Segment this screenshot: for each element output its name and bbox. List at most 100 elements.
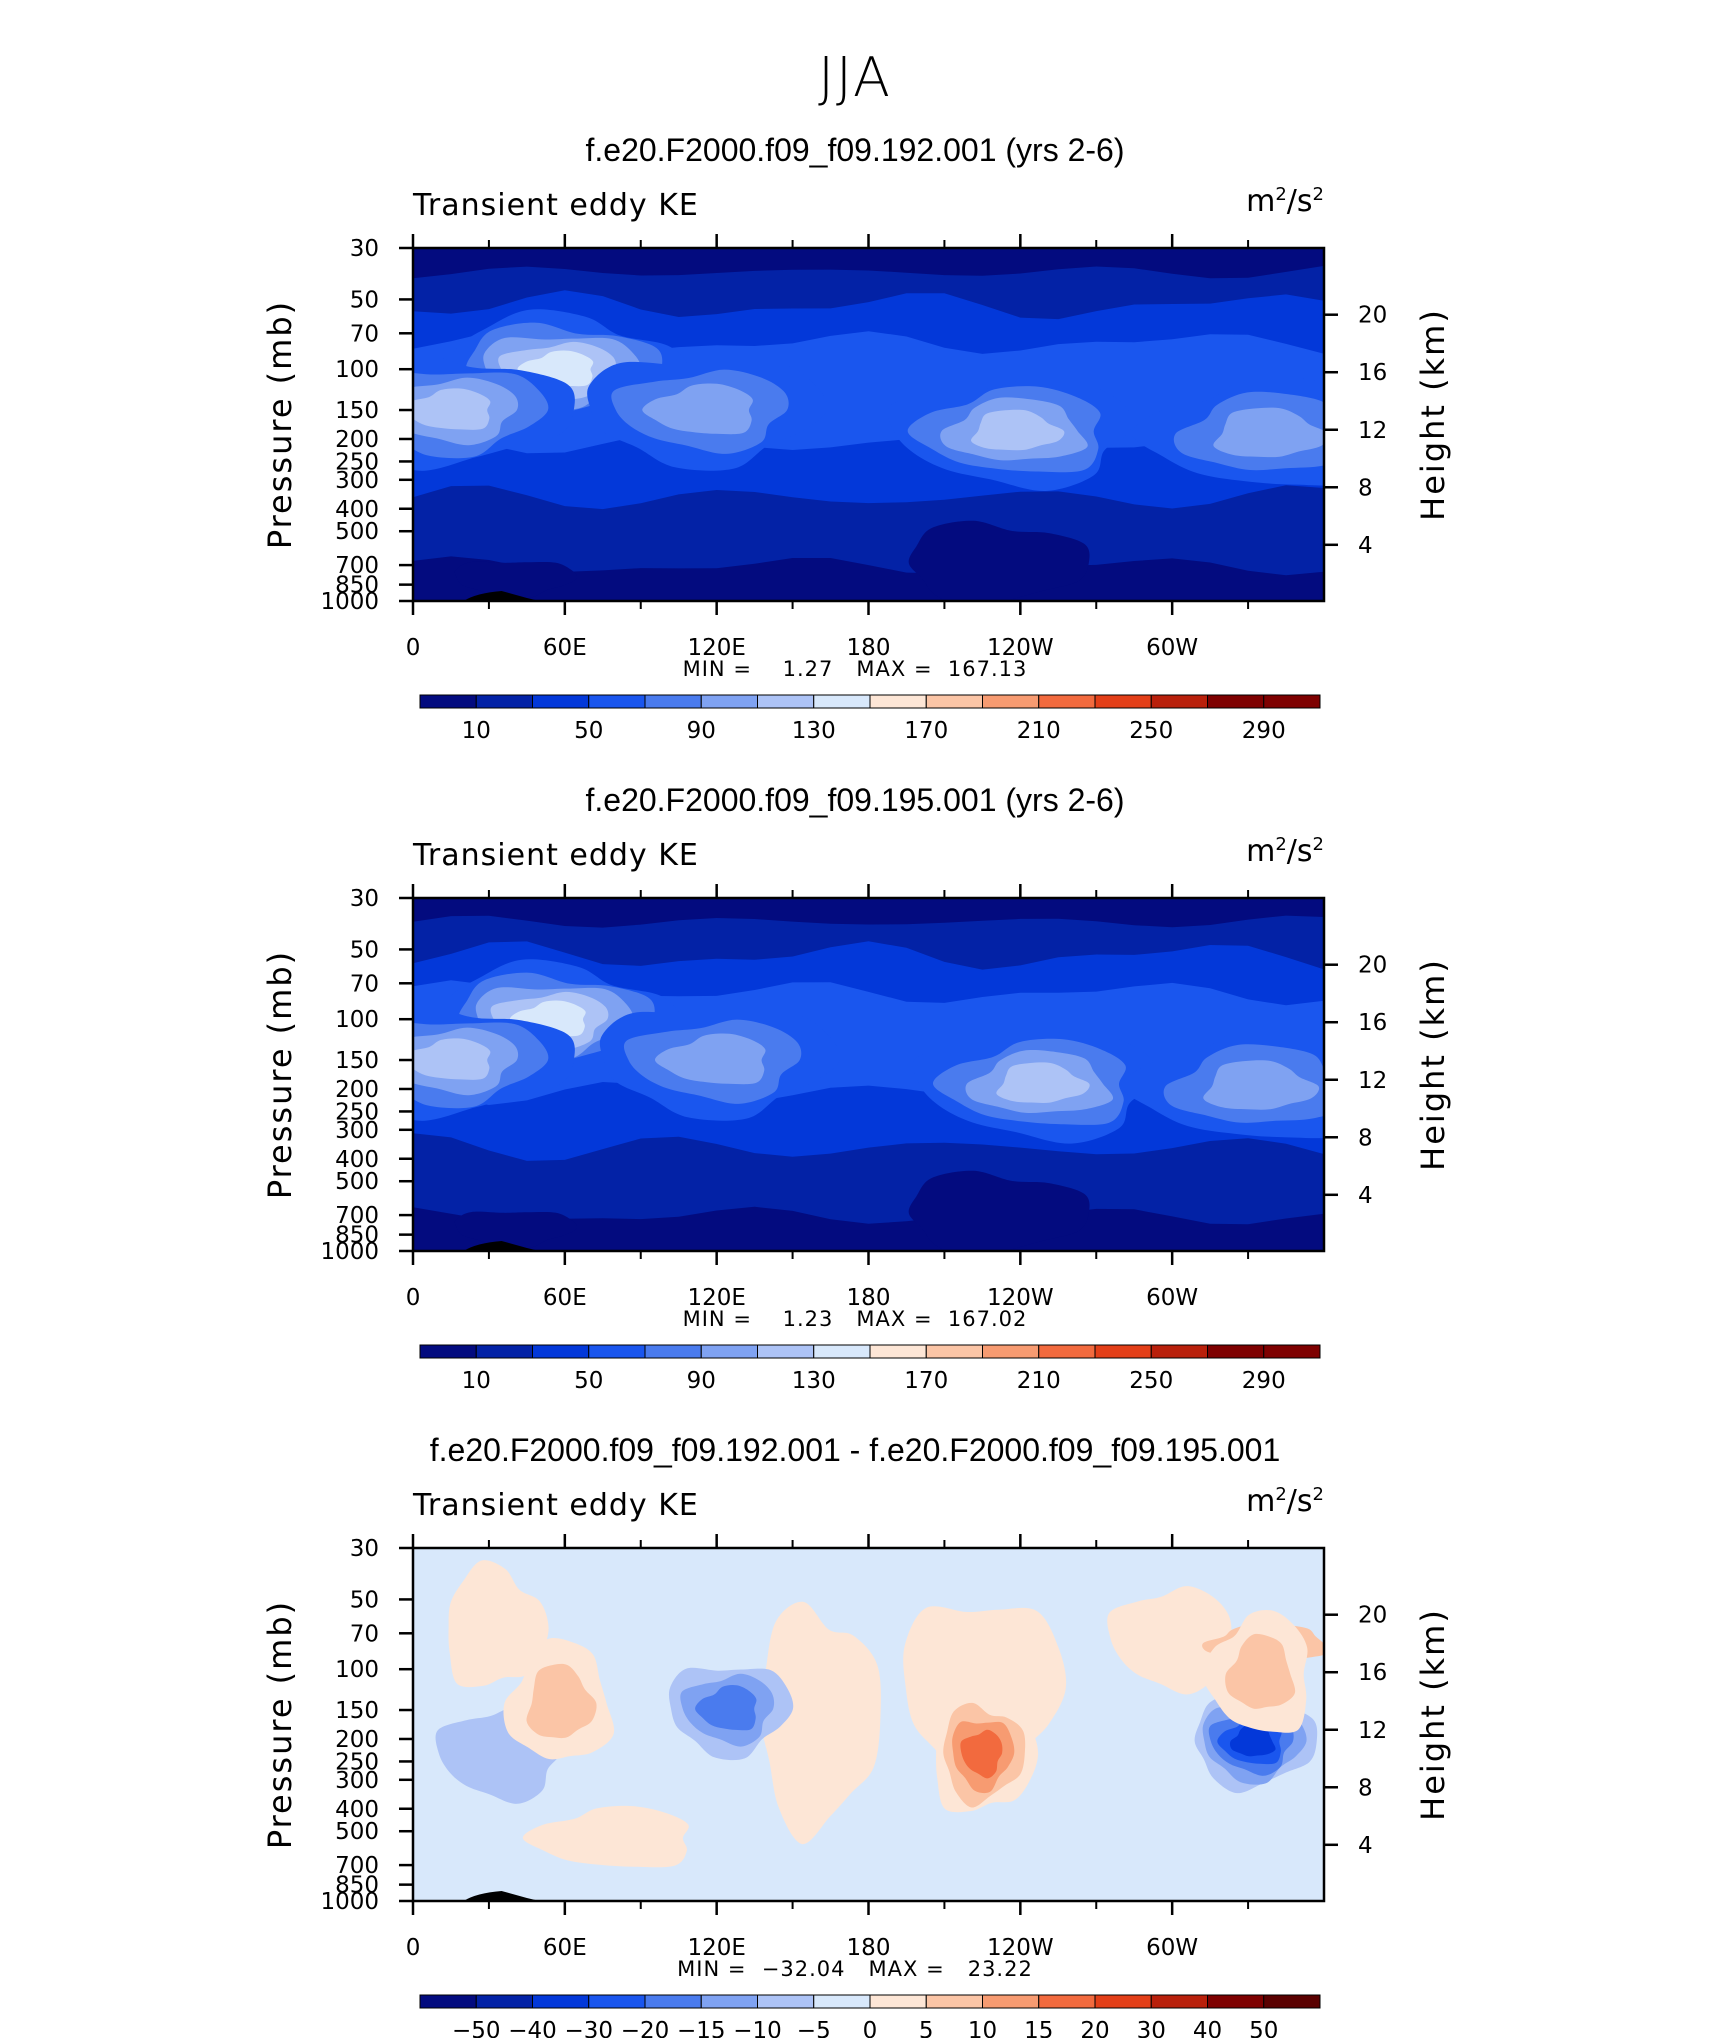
colorbar-box bbox=[869, 1344, 927, 1359]
figure-suptitle: JJA bbox=[818, 46, 892, 109]
colorbar-box bbox=[757, 1344, 815, 1359]
colorbar-box bbox=[982, 1344, 1040, 1359]
x-tick-label: 0 bbox=[406, 635, 421, 661]
y-right-tick-label: 8 bbox=[1358, 1775, 1373, 1801]
y-tick-label: 100 bbox=[335, 1657, 379, 1683]
colorbar-label: 0 bbox=[863, 2018, 878, 2038]
colorbar-box bbox=[1094, 1994, 1152, 2009]
x-tick-label: 60E bbox=[543, 635, 587, 661]
contour-fill bbox=[448, 1560, 549, 1688]
y-tick-label: 850 bbox=[335, 1873, 379, 1899]
topography bbox=[463, 1241, 540, 1251]
colorbar: 10 50 90 130 170 210 250 290 bbox=[419, 694, 1321, 744]
contour-fill bbox=[454, 1211, 578, 1249]
y-tick-label: 70 bbox=[350, 971, 379, 997]
colorbar-box bbox=[757, 1994, 815, 2009]
y-tick-label: 70 bbox=[350, 1621, 379, 1647]
y-right-tick-label: 16 bbox=[1358, 1660, 1387, 1686]
panel-title: f.e20.F2000.f09_f09.192.001 - f.e20.F200… bbox=[429, 1432, 1281, 1468]
x-tick-label: 60W bbox=[1146, 635, 1198, 661]
variable-label: Transient eddy KE bbox=[413, 188, 699, 223]
x-tick-label: 180 bbox=[847, 635, 891, 661]
colorbar-label: 50 bbox=[574, 1368, 603, 1394]
y-tick-label: 400 bbox=[335, 1797, 379, 1823]
x-tick-label: 60W bbox=[1146, 1935, 1198, 1961]
y-tick-label: 300 bbox=[335, 1768, 379, 1794]
y-right-axis-label: Height (km) bbox=[1414, 958, 1452, 1171]
colorbar: −50 −40 −30 −20 −15 −10 −5 0 5 10 15 20 30 40 50 bbox=[419, 1994, 1321, 2038]
y-tick-label: 700 bbox=[335, 553, 379, 579]
y-right-tick-label: 8 bbox=[1358, 1125, 1373, 1151]
colorbar-box bbox=[700, 1344, 758, 1359]
colorbar-label: 130 bbox=[792, 1368, 836, 1394]
units-label: m2/s2 bbox=[1246, 834, 1324, 869]
contour-fill bbox=[413, 898, 1324, 928]
x-tick-label: 120E bbox=[687, 1935, 745, 1961]
x-tick-label: 60E bbox=[543, 1285, 587, 1311]
data-feature bbox=[1213, 407, 1324, 458]
x-tick-label: 120W bbox=[987, 635, 1054, 661]
contour-fill bbox=[413, 248, 1324, 279]
y-tick-label: 150 bbox=[335, 1048, 379, 1074]
colorbar-box bbox=[700, 1994, 758, 2009]
y-tick-label: 400 bbox=[335, 1147, 379, 1173]
y-right-tick-label: 20 bbox=[1358, 303, 1387, 329]
colorbar-label: 20 bbox=[1080, 2018, 1109, 2038]
contour-field bbox=[413, 248, 1324, 601]
colorbar-box bbox=[419, 1994, 477, 2009]
colorbar-label: 90 bbox=[687, 1368, 716, 1394]
y-tick-label: 300 bbox=[335, 468, 379, 494]
data-feature bbox=[1229, 1724, 1276, 1757]
y-tick-label: 50 bbox=[350, 287, 379, 313]
y-right-tick-label: 20 bbox=[1358, 953, 1387, 979]
colorbar-label: 290 bbox=[1242, 718, 1286, 744]
min-max-label: MIN = 1.23 MAX = 167.02 bbox=[682, 1307, 1028, 1331]
colorbar-box bbox=[1094, 694, 1152, 709]
y-right-tick-label: 4 bbox=[1358, 1183, 1373, 1209]
y-right-tick-label: 12 bbox=[1358, 1718, 1387, 1744]
colorbar-label: −20 bbox=[621, 2018, 670, 2038]
colorbar-box bbox=[588, 1344, 646, 1359]
contour-fill bbox=[413, 556, 1324, 601]
y-axis-label: Pressure (mb) bbox=[261, 300, 299, 549]
y-tick-label: 300 bbox=[335, 1118, 379, 1144]
x-tick-label: 120W bbox=[987, 1935, 1054, 1961]
colorbar-label: 30 bbox=[1137, 2018, 1166, 2038]
y-right-axis-label: Height (km) bbox=[1414, 308, 1452, 521]
y-right-tick-label: 12 bbox=[1358, 1068, 1387, 1094]
colorbar-box bbox=[813, 1344, 871, 1359]
colorbar-label: 15 bbox=[1024, 2018, 1053, 2038]
colorbar-box bbox=[869, 1994, 927, 2009]
x-tick-label: 120E bbox=[687, 1285, 745, 1311]
colorbar-box bbox=[869, 694, 927, 709]
colorbar-label: 250 bbox=[1129, 718, 1173, 744]
y-tick-label: 250 bbox=[335, 449, 379, 475]
y-tick-label: 200 bbox=[335, 427, 379, 453]
colorbar-box bbox=[475, 1994, 533, 2009]
y-tick-label: 250 bbox=[335, 1749, 379, 1775]
contour-fill bbox=[1107, 1586, 1232, 1695]
panel-title: f.e20.F2000.f09_f09.192.001 (yrs 2-6) bbox=[585, 132, 1125, 168]
colorbar-box bbox=[1263, 1994, 1321, 2009]
x-tick-label: 180 bbox=[847, 1285, 891, 1311]
y-axis-label: Pressure (mb) bbox=[261, 950, 299, 1199]
y-tick-label: 50 bbox=[350, 937, 379, 963]
colorbar-label: −50 bbox=[452, 2018, 501, 2038]
data-feature bbox=[1203, 1060, 1320, 1110]
y-tick-label: 200 bbox=[335, 1727, 379, 1753]
y-tick-label: 100 bbox=[335, 1007, 379, 1033]
colorbar-label: −40 bbox=[508, 2018, 557, 2038]
colorbar-label: 210 bbox=[1017, 1368, 1061, 1394]
colorbar-box bbox=[588, 1994, 646, 2009]
colorbar-label: 10 bbox=[462, 1368, 491, 1394]
contour-fill bbox=[908, 520, 1090, 601]
y-right-tick-label: 12 bbox=[1358, 418, 1387, 444]
y-tick-label: 150 bbox=[335, 398, 379, 424]
data-feature bbox=[413, 388, 491, 430]
data-feature bbox=[526, 1663, 597, 1739]
y-tick-label: 1000 bbox=[320, 589, 379, 615]
colorbar-label: 250 bbox=[1129, 1368, 1173, 1394]
